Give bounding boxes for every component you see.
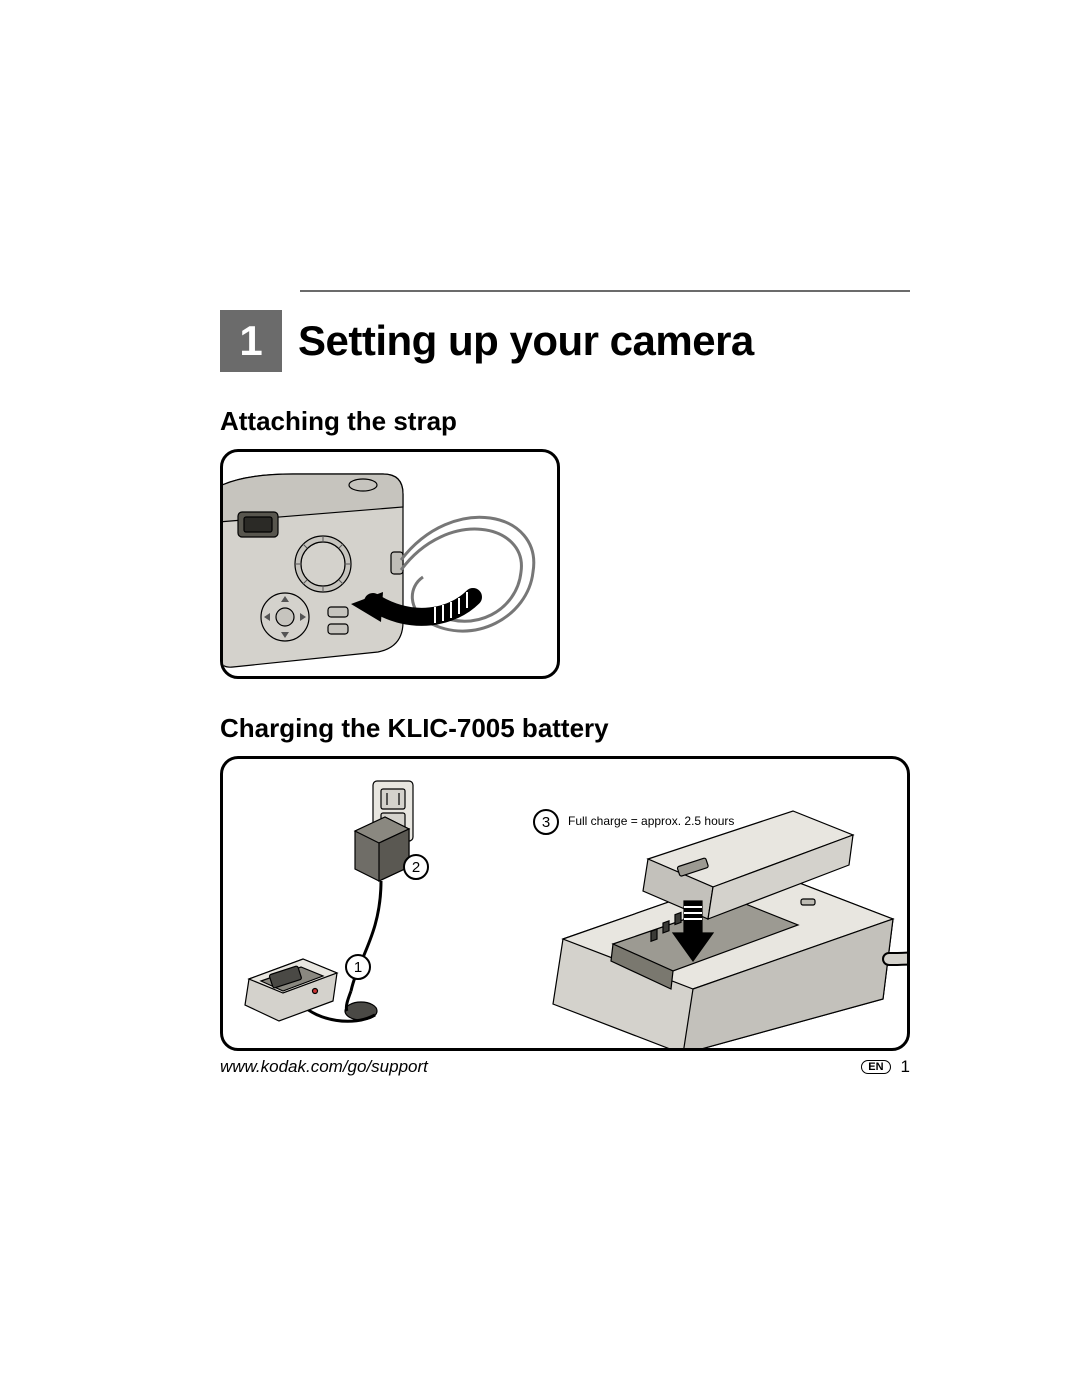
language-badge: EN — [861, 1060, 890, 1074]
illustration-strap — [220, 449, 560, 679]
page-footer: www.kodak.com/go/support EN 1 — [220, 1057, 910, 1077]
step-circle-1: 1 — [345, 954, 371, 980]
step-number-1: 1 — [354, 959, 362, 976]
charge-time-note: Full charge = approx. 2.5 hours — [568, 814, 734, 828]
step-number-2: 2 — [412, 859, 420, 876]
chapter-header: 1 Setting up your camera — [220, 310, 910, 372]
chapter-number-box: 1 — [220, 310, 282, 372]
charging-svg — [223, 759, 910, 1051]
top-rule — [300, 290, 910, 292]
illustration-charging: 1 2 3 Full charge = approx. 2.5 hours — [220, 756, 910, 1051]
step-number-3: 3 — [542, 814, 550, 831]
footer-right: EN 1 — [861, 1057, 910, 1077]
manual-page: 1 Setting up your camera Attaching the s… — [0, 0, 1080, 1397]
strap-svg — [223, 452, 560, 679]
chapter-title: Setting up your camera — [298, 310, 754, 372]
page-number: 1 — [901, 1057, 910, 1077]
step-circle-3: 3 — [533, 809, 559, 835]
step-circle-2: 2 — [403, 854, 429, 880]
section-title-strap: Attaching the strap — [220, 406, 910, 437]
footer-url: www.kodak.com/go/support — [220, 1057, 428, 1077]
section-title-charging: Charging the KLIC-7005 battery — [220, 713, 910, 744]
chapter-number: 1 — [239, 317, 262, 365]
